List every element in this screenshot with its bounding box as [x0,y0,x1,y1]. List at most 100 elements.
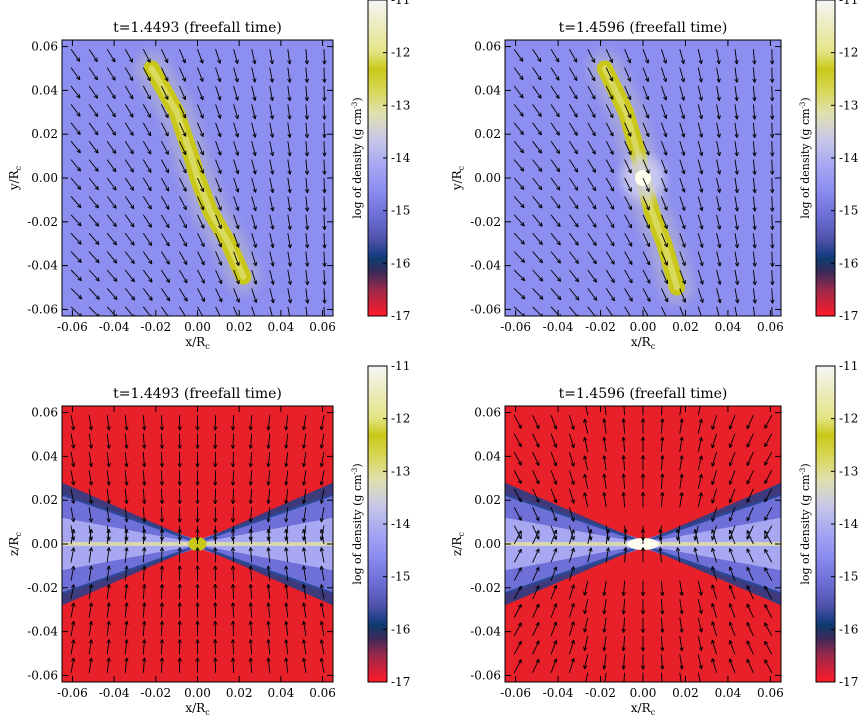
plot-area [505,406,781,682]
velocity-arrow [660,672,663,682]
velocity-arrowhead [70,584,76,589]
velocity-arrowhead [112,259,118,264]
velocity-arrowhead [517,567,522,572]
velocity-arrowhead [698,114,704,120]
velocity-arrowhead [319,499,325,504]
velocity-arrowhead [252,188,257,193]
velocity-arrow [624,85,632,100]
velocity-arrowhead [711,443,716,449]
velocity-arrowhead [679,646,684,652]
y-tick-label: -0.06 [470,302,501,316]
velocity-arrow [287,122,291,138]
velocity-arrowhead [165,260,170,265]
velocity-arrow [697,474,703,489]
velocity-arrow [697,437,703,453]
velocity-arrow [605,525,609,541]
velocity-arrow [233,306,238,316]
velocity-arrow [550,585,557,600]
velocity-arrowhead [234,114,239,120]
velocity-arrow [771,214,773,230]
velocity-arrow [269,104,274,120]
velocity-arrow [734,141,738,157]
velocity-arrow [251,269,257,285]
velocity-arrowhead [95,240,100,245]
velocity-arrowhead [182,224,187,229]
velocity-arrowhead [252,96,257,101]
y-tick-label: -0.02 [470,581,501,595]
velocity-arrowhead [640,492,646,496]
velocity-arrow [106,122,116,136]
velocity-arrow [513,159,525,172]
colorbar-tick-label: -13 [839,464,858,478]
velocity-arrow [716,269,721,285]
velocity-arrow [285,451,289,467]
velocity-arrowhead [764,461,769,466]
velocity-arrow [716,67,720,83]
velocity-arrowhead [248,602,253,607]
velocity-arrowhead [728,640,733,645]
velocity-arrowhead [583,609,588,615]
velocity-arrow [679,654,683,670]
velocity-arrowhead [93,75,98,81]
velocity-arrow [622,580,626,596]
velocity-arrowhead [535,461,540,466]
velocity-arrowhead [663,224,668,230]
velocity-arrow [550,48,560,63]
velocity-arrowhead [322,115,327,120]
velocity-arrowhead [165,223,170,229]
velocity-arrowhead [322,78,327,83]
velocity-arrow [746,566,754,581]
velocity-arrow [323,49,325,65]
velocity-arrowhead [675,547,681,552]
velocity-arrow [679,580,683,596]
velocity-arrow [568,584,575,600]
velocity-arrowhead [609,95,614,100]
velocity-arrowhead [253,280,258,285]
velocity-arrowhead [95,277,100,282]
velocity-arrowhead [130,296,136,301]
velocity-arrow [142,232,153,246]
velocity-arrow [697,67,703,83]
velocity-arrow [513,525,522,540]
velocity-arrow [197,233,205,247]
velocity-arrowhead [640,536,646,541]
velocity-arrowhead [111,131,117,136]
velocity-arrowhead [602,473,607,478]
velocity-arrowhead [304,189,310,194]
velocity-arrowhead [573,58,578,63]
velocity-arrowhead [663,114,668,119]
velocity-arrowhead [752,207,757,212]
velocity-arrowhead [592,241,597,247]
velocity-arrowhead [520,276,526,282]
velocity-arrow [550,159,561,173]
velocity-arrowhead [217,224,222,230]
velocity-arrowhead [621,610,626,615]
velocity-arrowhead [728,517,733,522]
velocity-arrowhead [553,566,558,571]
velocity-arrowhead [112,204,117,209]
velocity-arrowhead [679,628,684,633]
velocity-arrowhead [70,565,76,571]
velocity-arrowhead [681,188,686,193]
velocity-arrow [250,433,253,449]
velocity-arrow [711,547,718,563]
velocity-arrow [679,288,686,303]
velocity-arrowhead [304,170,310,175]
velocity-arrow [267,657,271,673]
velocity-arrowhead [627,132,632,137]
velocity-arrow [624,177,632,192]
velocity-arrowhead [711,535,716,541]
velocity-arrow [160,488,163,504]
velocity-arrow [729,548,736,563]
velocity-arrow [303,565,307,581]
velocity-arrow [711,584,718,600]
velocity-arrow [287,104,291,120]
velocity-arrow [124,232,135,246]
velocity-arrow [660,159,668,174]
velocity-arrowhead [583,437,588,442]
velocity-arrow [532,67,542,81]
velocity-arrowhead [610,260,615,265]
velocity-arrow [233,85,239,101]
velocity-arrowhead [301,444,307,449]
velocity-arrow [251,196,257,211]
